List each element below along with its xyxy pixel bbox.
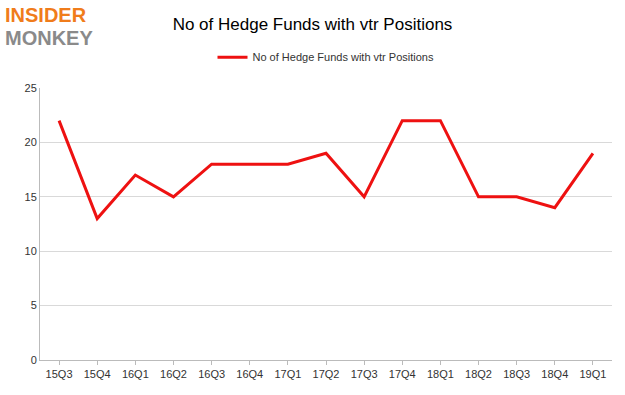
svg-text:16Q1: 16Q1 bbox=[122, 368, 149, 380]
svg-text:15Q4: 15Q4 bbox=[84, 368, 111, 380]
svg-text:No of Hedge Funds with vtr Pos: No of Hedge Funds with vtr Positions bbox=[173, 15, 453, 34]
svg-text:17Q4: 17Q4 bbox=[389, 368, 416, 380]
svg-text:5: 5 bbox=[31, 299, 37, 311]
svg-text:16Q3: 16Q3 bbox=[198, 368, 225, 380]
svg-text:25: 25 bbox=[25, 82, 37, 94]
svg-text:18Q4: 18Q4 bbox=[541, 368, 568, 380]
svg-text:15Q3: 15Q3 bbox=[46, 368, 73, 380]
svg-text:18Q1: 18Q1 bbox=[427, 368, 454, 380]
svg-text:INSIDER: INSIDER bbox=[5, 4, 87, 26]
svg-text:No of Hedge Funds with vtr Pos: No of Hedge Funds with vtr Positions bbox=[253, 51, 434, 63]
svg-text:17Q1: 17Q1 bbox=[274, 368, 301, 380]
svg-text:16Q4: 16Q4 bbox=[236, 368, 263, 380]
svg-text:0: 0 bbox=[31, 354, 37, 366]
svg-text:10: 10 bbox=[25, 245, 37, 257]
svg-text:17Q2: 17Q2 bbox=[313, 368, 340, 380]
svg-text:17Q3: 17Q3 bbox=[351, 368, 378, 380]
svg-text:19Q1: 19Q1 bbox=[579, 368, 606, 380]
svg-text:MONKEY: MONKEY bbox=[5, 27, 93, 49]
svg-text:18Q2: 18Q2 bbox=[465, 368, 492, 380]
svg-text:16Q2: 16Q2 bbox=[160, 368, 187, 380]
svg-text:18Q3: 18Q3 bbox=[503, 368, 530, 380]
svg-text:15: 15 bbox=[25, 191, 37, 203]
svg-text:20: 20 bbox=[25, 136, 37, 148]
